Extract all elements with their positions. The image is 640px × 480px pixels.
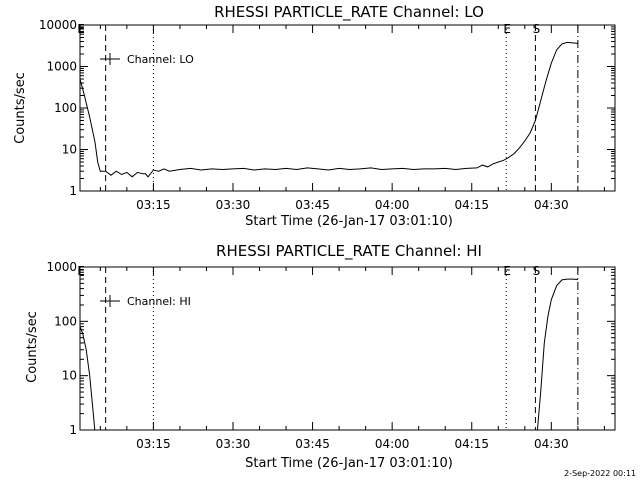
y-tick-label: 10 [62,369,77,383]
plot-frame [79,266,616,431]
lo-channel-panel: RHESSI PARTICLE_RATE Channel: LO Counts/… [13,3,616,229]
x-tick-label: 03:45 [295,198,330,212]
x-tick-label: 04:15 [454,198,489,212]
legend-label: Channel: HI [127,295,191,308]
x-tick-label: 03:30 [216,437,251,451]
y-tick-label: 1000 [46,60,77,74]
y-tick-label: 10 [62,143,77,157]
data-series-line [80,278,578,430]
plot-frame [79,24,616,192]
hi-xlabel: Start Time (26-Jan-17 03:01:10) [245,456,453,471]
y-tick-label: 100 [54,314,77,328]
lo-chart-title: RHESSI PARTICLE_RATE Channel: LO [214,3,484,22]
data-series-line [80,41,578,178]
y-tick-label: 100 [54,101,77,115]
event-marker-label: E [503,22,511,36]
lo-xlabel: Start Time (26-Jan-17 03:01:10) [245,214,453,229]
hi-chart-title: RHESSI PARTICLE_RATE Channel: HI [216,242,482,261]
x-tick-label: 03:15 [136,198,171,212]
x-tick-label: 04:30 [534,437,569,451]
event-marker-label: E [77,22,85,36]
hi-channel-panel: RHESSI PARTICLE_RATE Channel: HI Counts/… [25,242,616,471]
event-marker-label: S [533,264,541,278]
x-tick-label: 04:00 [375,198,410,212]
y-tick-label: 1000 [46,260,77,274]
generation-timestamp: 2-Sep-2022 00:11 [564,469,636,478]
x-tick-label: 04:15 [454,437,489,451]
lo-ylabel: Counts/sec [13,72,28,144]
y-tick-label: 1 [69,423,77,437]
x-tick-label: 03:30 [216,198,251,212]
event-marker-label: E [503,264,511,278]
y-tick-label: 10000 [39,18,77,32]
x-tick-label: 04:00 [375,437,410,451]
legend-label: Channel: LO [127,53,194,66]
x-tick-label: 03:45 [295,437,330,451]
event-marker-label: S [533,22,541,36]
x-tick-label: 03:15 [136,437,171,451]
event-marker-label: E [77,264,85,278]
y-tick-label: 1 [69,184,77,198]
x-tick-label: 04:30 [534,198,569,212]
hi-ylabel: Counts/sec [25,311,40,383]
